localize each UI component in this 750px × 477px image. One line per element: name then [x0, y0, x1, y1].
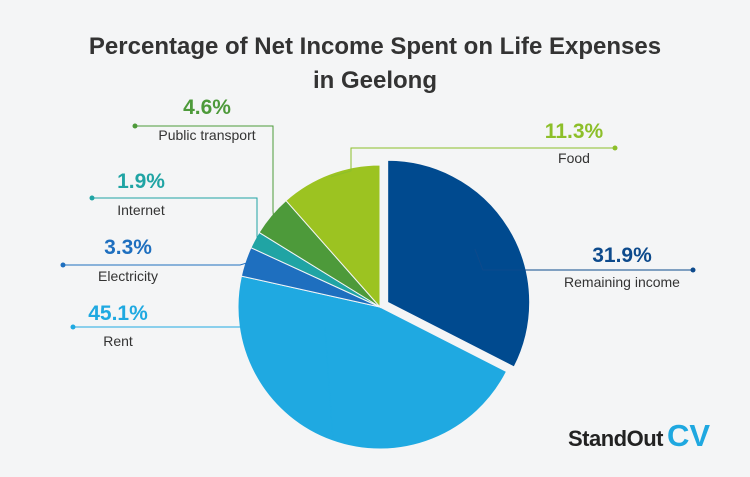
data-label-rent: 45.1%: [88, 302, 148, 325]
category-label-rent: Rent: [103, 333, 133, 349]
category-label-food: Food: [558, 150, 590, 166]
category-label-internet: Internet: [117, 202, 165, 218]
brand-mark: CV: [667, 418, 711, 453]
leader-dot-rent: [70, 324, 76, 330]
leader-line-public-transport: [135, 125, 275, 218]
brand-word: StandOut: [568, 426, 664, 451]
leader-line-rent: [73, 326, 334, 438]
data-label-internet: 1.9%: [117, 170, 165, 193]
pie-slice-food: [285, 164, 381, 309]
chart-title-line-1: Percentage of Net Income Spent on Life E…: [88, 33, 662, 60]
category-label-remaining-income: Remaining income: [564, 274, 680, 290]
leader-line-remaining-income: [474, 248, 693, 271]
pie-slice-rent: [237, 275, 508, 450]
slice-labels: 31.9% Remaining income 45.1% Rent 3.3% Electr…: [88, 96, 680, 349]
leader-dot-remaining-income: [690, 267, 696, 273]
category-label-electricity: Electricity: [98, 268, 158, 284]
data-label-electricity: 3.3%: [104, 236, 152, 259]
data-label-public-transport: 4.6%: [183, 96, 231, 119]
leader-dot-public-transport: [132, 123, 138, 129]
chart-title-line-2: in Geelong: [312, 67, 437, 94]
leader-dot-internet: [89, 195, 95, 201]
data-label-food: 11.3%: [545, 120, 604, 143]
leader-line-food: [330, 147, 615, 178]
chart-title: Percentage of Net Income Spent on Life E…: [0, 30, 750, 98]
leader-dot-electricity: [60, 262, 66, 268]
leader-lines: [60, 123, 696, 438]
category-label-public-transport: Public transport: [158, 127, 255, 143]
leader-line-internet: [92, 197, 258, 242]
leader-dot-food: [612, 145, 618, 151]
data-label-remaining-income: 31.9%: [592, 244, 652, 267]
pie-slices: [237, 159, 531, 450]
pie-slice-remaining-income: [387, 159, 531, 368]
brand-logo: StandOut CV: [568, 418, 728, 454]
leader-line-electricity: [63, 262, 249, 266]
